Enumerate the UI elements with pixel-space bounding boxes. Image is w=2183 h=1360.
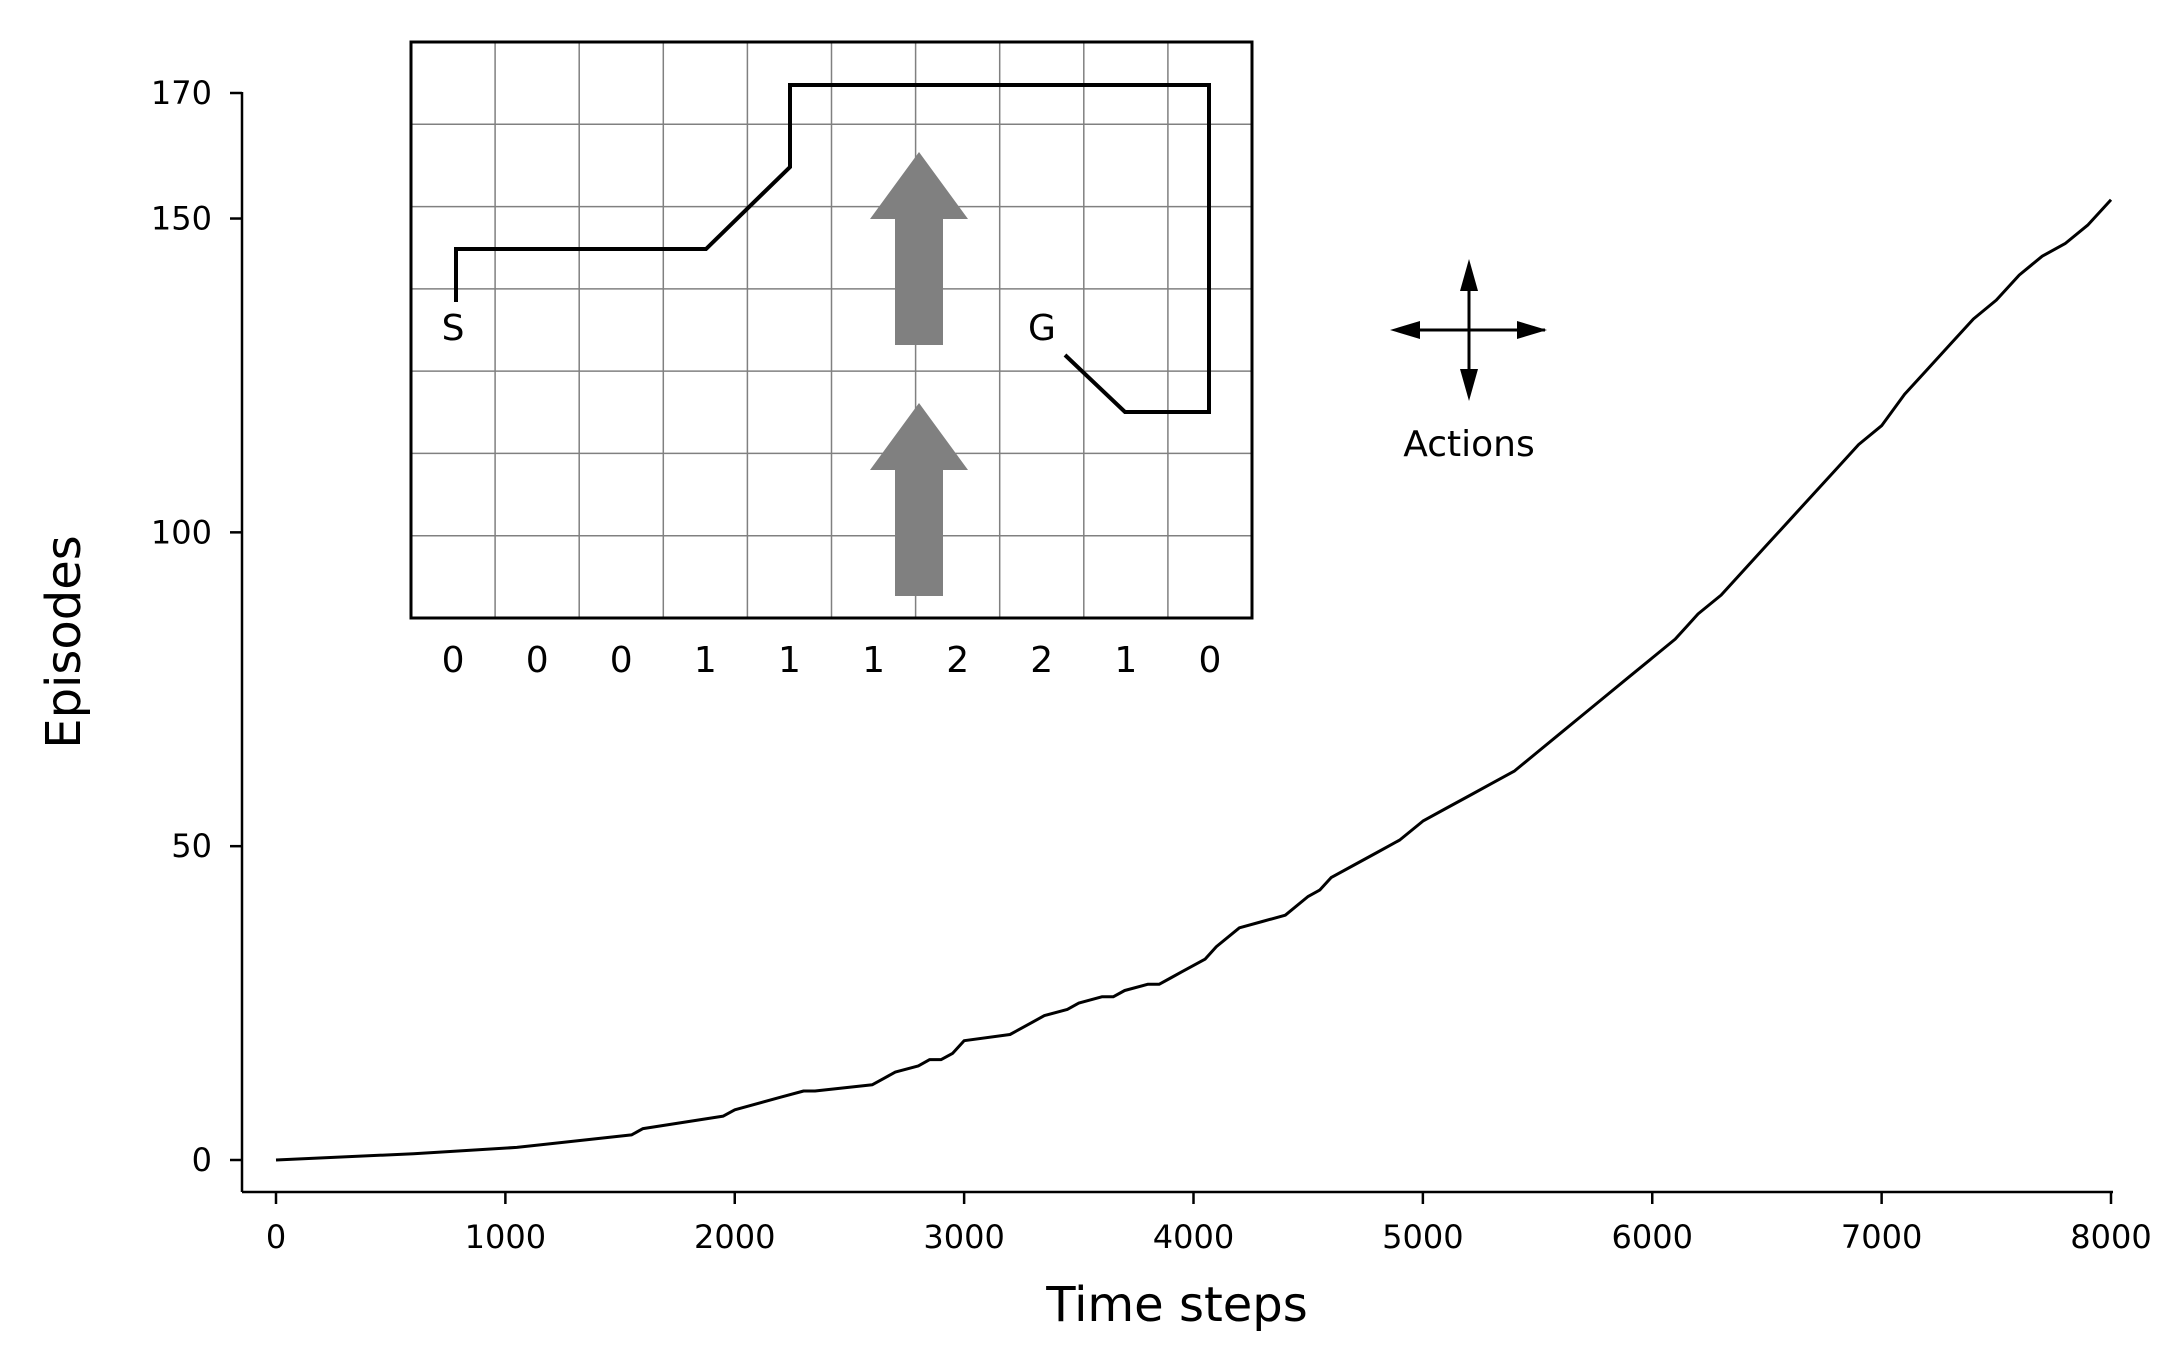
x-tick-label: 7000 xyxy=(1841,1218,1922,1256)
wind-strength-label: 1 xyxy=(862,640,885,681)
wind-strength-label: 0 xyxy=(526,640,549,681)
y-axis-ticks: 0 50 100 150 170 xyxy=(151,74,242,1179)
x-tick-label: 2000 xyxy=(694,1218,775,1256)
x-tick-label: 8000 xyxy=(2070,1218,2151,1256)
wind-strength-label: 1 xyxy=(694,640,717,681)
wind-strength-label: 0 xyxy=(1198,640,1221,681)
x-tick-label: 0 xyxy=(266,1218,286,1256)
episode-path xyxy=(454,83,1211,414)
wind-strength-label: 2 xyxy=(946,640,969,681)
y-axis-label: Episodes xyxy=(36,535,92,749)
four-way-arrow-icon xyxy=(1390,259,1547,401)
y-tick-label: 0 xyxy=(192,1141,212,1179)
wind-strength-label: 1 xyxy=(1114,640,1137,681)
x-axis-ticks: 0 1000 2000 3000 4000 5000 6000 7000 8000 xyxy=(266,1192,2152,1256)
wind-arrow-lower xyxy=(870,403,968,596)
wind-strength-label: 0 xyxy=(442,640,465,681)
x-axis-label: Time steps xyxy=(1045,1277,1308,1333)
actions-label: Actions xyxy=(1403,424,1535,465)
wind-strength-label: 2 xyxy=(1030,640,1053,681)
windy-gridworld-inset: S G 0 0 0 1 1 1 2 2 1 0 xyxy=(409,40,1254,681)
wind-strength-labels: 0 0 0 1 1 1 2 2 1 0 xyxy=(442,640,1222,681)
inset-grid-lines xyxy=(411,42,1252,618)
wind-strength-label: 0 xyxy=(610,640,633,681)
series-line xyxy=(275,198,2113,1162)
x-tick-label: 1000 xyxy=(465,1218,546,1256)
x-tick-label: 5000 xyxy=(1382,1218,1463,1256)
x-tick-label: 6000 xyxy=(1612,1218,1693,1256)
wind-strength-label: 1 xyxy=(778,640,801,681)
x-tick-label: 4000 xyxy=(1153,1218,1234,1256)
y-tick-label: 170 xyxy=(151,74,212,112)
x-tick-label: 3000 xyxy=(923,1218,1004,1256)
y-tick-label: 50 xyxy=(171,827,212,865)
inset-border xyxy=(409,40,1254,620)
goal-label: G xyxy=(1028,308,1056,349)
y-tick-label: 100 xyxy=(151,513,212,551)
wind-arrow-upper xyxy=(870,152,968,345)
y-tick-label: 150 xyxy=(151,200,212,238)
start-label: S xyxy=(442,308,465,349)
